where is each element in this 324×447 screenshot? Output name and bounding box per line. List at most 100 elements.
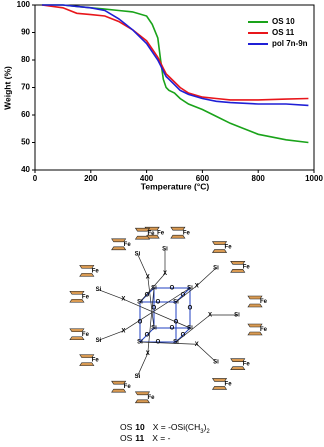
- cp-ring: [111, 238, 127, 243]
- cp-ring: [69, 290, 85, 295]
- oxygen-label: O: [156, 300, 161, 306]
- cp-ring: [230, 269, 246, 273]
- x-label: X: [195, 342, 199, 348]
- cp-ring: [134, 227, 151, 232]
- cp-ring: [79, 273, 95, 277]
- silicon-label: Si: [173, 300, 179, 306]
- y-tick-label: 70: [21, 83, 30, 92]
- arm: [196, 267, 217, 286]
- iron-label: Fe: [157, 230, 165, 236]
- arm: [196, 344, 217, 363]
- caption-number: 10: [135, 422, 145, 432]
- cp-ring: [170, 226, 186, 231]
- arm: [137, 253, 149, 277]
- cp-ring: [111, 246, 127, 251]
- y-tick-label: 90: [21, 28, 30, 37]
- cp-ring: [134, 391, 151, 396]
- oxygen-label: O: [174, 320, 179, 326]
- silicon-label: Si: [137, 340, 143, 346]
- oxygen-label: O: [170, 326, 175, 332]
- iron-label: Fe: [124, 384, 132, 390]
- arm: [123, 298, 191, 329]
- cp-ring: [79, 265, 95, 269]
- arm: [147, 287, 155, 354]
- x-label: X: [195, 283, 199, 289]
- iron-label: Fe: [82, 294, 90, 300]
- iron-label: Fe: [260, 299, 268, 305]
- silicon-label: Si: [213, 359, 219, 365]
- iron-label: Fe: [92, 358, 100, 364]
- cp-ring: [247, 323, 263, 328]
- silicon-label: Si: [96, 287, 102, 293]
- arm: [139, 341, 197, 345]
- cp-ring: [247, 295, 263, 300]
- x-label: X: [163, 271, 167, 277]
- cp-ring: [230, 358, 246, 362]
- caption: OS 11 X = -: [120, 433, 171, 443]
- bond: [175, 287, 191, 303]
- cp-ring: [111, 380, 127, 385]
- legend-label: pol 7n-9n: [272, 39, 308, 48]
- caption-name: OS: [120, 433, 133, 443]
- y-tick-label: 60: [21, 110, 30, 119]
- caption-formula: ): [204, 422, 207, 432]
- data-line: [41, 4, 309, 101]
- caption: OS 10 X = -OSi(CH3)2: [120, 422, 210, 434]
- iron-label: Fe: [147, 395, 155, 401]
- cp-ring: [247, 303, 263, 308]
- iron-label: Fe: [243, 362, 251, 368]
- bond: [139, 327, 155, 343]
- caption-name: OS: [120, 422, 133, 432]
- y-tick-label: 80: [21, 55, 30, 64]
- legend-label: OS 10: [272, 17, 295, 26]
- data-line: [42, 4, 309, 107]
- cp-ring: [134, 235, 151, 240]
- silicon-label: Si: [151, 326, 157, 332]
- iron-label: Fe: [183, 230, 191, 236]
- y-axis-title: Weight (%): [2, 66, 12, 110]
- x-tick-label: 0: [33, 174, 38, 183]
- arm: [175, 314, 211, 343]
- arm: [147, 276, 155, 329]
- iron-label: Fe: [225, 245, 233, 251]
- arm: [123, 287, 191, 332]
- oxygen-label: O: [145, 293, 150, 299]
- silicon-label: Si: [187, 326, 193, 332]
- arm: [98, 330, 124, 341]
- cp-ring: [69, 298, 85, 303]
- cp-ring: [69, 328, 85, 333]
- caption-formula: 2: [206, 429, 210, 435]
- silicon-label: Si: [173, 340, 179, 346]
- silicon-label: Si: [234, 313, 240, 319]
- iron-label: Fe: [124, 242, 132, 248]
- oxygen-label: O: [170, 286, 175, 292]
- silicon-label: Si: [162, 246, 168, 252]
- data-line: [42, 4, 309, 144]
- cp-ring: [111, 388, 127, 393]
- cp-ring: [79, 362, 95, 366]
- bond: [175, 327, 191, 343]
- iron-label: Fe: [243, 264, 251, 270]
- legend-label: OS 11: [272, 28, 295, 37]
- y-tick-label: 50: [21, 138, 30, 147]
- caption-formula: X = -OSi(CH: [153, 422, 200, 432]
- iron-label: Fe: [225, 382, 233, 388]
- cp-ring: [211, 249, 228, 253]
- silicon-label: Si: [213, 266, 219, 272]
- iron-label: Fe: [260, 327, 268, 333]
- x-tick-label: 800: [252, 174, 266, 183]
- arm: [139, 273, 166, 303]
- oxygen-label: O: [188, 306, 193, 312]
- cp-ring: [69, 336, 85, 341]
- arm: [98, 289, 124, 300]
- cp-ring: [79, 354, 95, 358]
- cp-ring: [230, 366, 246, 370]
- caption-formula: X = -: [152, 433, 170, 443]
- cp-ring: [230, 261, 246, 265]
- x-label: X: [121, 297, 125, 303]
- iron-label: Fe: [92, 268, 100, 274]
- silicon-label: Si: [135, 374, 141, 380]
- cp-ring: [170, 234, 186, 239]
